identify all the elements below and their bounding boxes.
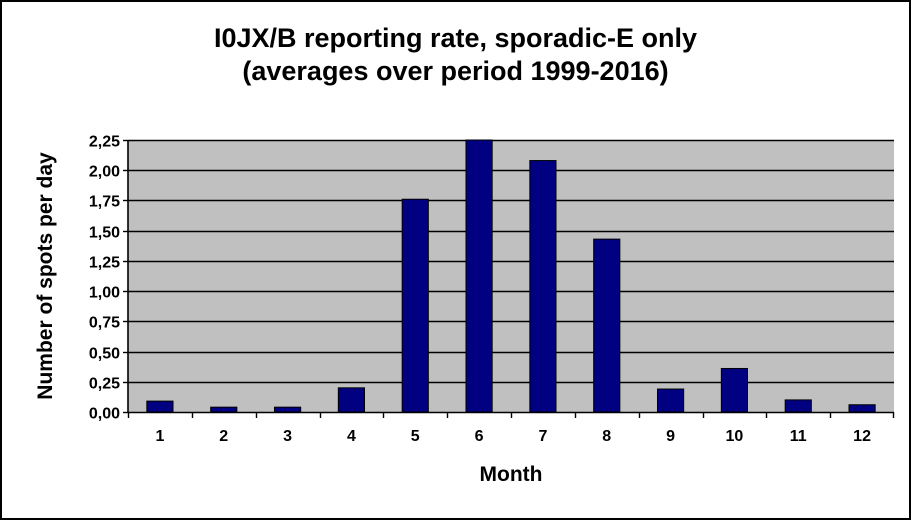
bar-month-8 <box>593 238 621 413</box>
x-tick-label: 5 <box>411 428 420 445</box>
x-tick-label: 8 <box>602 428 611 445</box>
x-tick-label: 11 <box>790 428 807 445</box>
x-tick-label: 7 <box>538 428 547 445</box>
plot-area <box>128 140 894 412</box>
y-tick-label: 1,25 <box>89 255 120 272</box>
bar-month-7 <box>529 160 557 413</box>
y-tick-label: 0,25 <box>89 376 120 393</box>
gridlines <box>128 139 894 384</box>
x-tick-label: 9 <box>666 428 675 445</box>
bar-month-4 <box>337 387 366 413</box>
x-tick-label: 4 <box>347 428 356 445</box>
bar-month-12 <box>848 404 876 413</box>
bar-month-11 <box>784 399 812 413</box>
bar-month-9 <box>656 388 685 413</box>
x-tick-label: 2 <box>219 428 228 445</box>
chart-title-line-1: I0JX/B reporting rate, sporadic-E only <box>213 23 698 53</box>
y-tick-label: 2,25 <box>89 134 120 151</box>
axes <box>123 139 895 418</box>
x-tick-label: 10 <box>726 428 744 445</box>
bars <box>146 139 876 413</box>
bar-month-3 <box>273 406 302 413</box>
y-tick-label: 0,00 <box>89 406 120 423</box>
y-tick-label: 0,75 <box>89 315 120 332</box>
y-tick-label: 1,75 <box>89 194 120 211</box>
y-axis-title: Number of spots per day <box>34 152 57 400</box>
x-tick-label: 12 <box>853 428 871 445</box>
chart-title-line-2: (averages over period 1999-2016) <box>242 56 669 86</box>
x-tick-label: 6 <box>475 428 484 445</box>
y-tick-label: 2,00 <box>89 164 120 181</box>
y-tick-label: 1,00 <box>89 285 120 302</box>
x-tick-labels: 1 2 3 4 5 6 7 8 9 10 11 12 <box>155 428 871 445</box>
y-tick-labels: 0,00 0,25 0,50 0,75 1,00 1,25 1,50 1,75 2,00 2,25 <box>89 134 120 423</box>
bar-month-10 <box>720 367 749 413</box>
bar-month-2 <box>210 406 238 413</box>
bar-month-5 <box>401 198 429 413</box>
y-tick-label: 0,50 <box>89 346 120 363</box>
chart-title: I0JX/B reporting rate, sporadic-E only (… <box>2 22 909 88</box>
x-tick-label: 3 <box>283 428 292 445</box>
y-tick-label: 1,50 <box>89 225 120 242</box>
bar-month-1 <box>146 400 174 413</box>
bar-month-6 <box>465 139 493 413</box>
x-tick-label: 1 <box>155 428 164 445</box>
x-axis-title: Month <box>480 463 543 486</box>
